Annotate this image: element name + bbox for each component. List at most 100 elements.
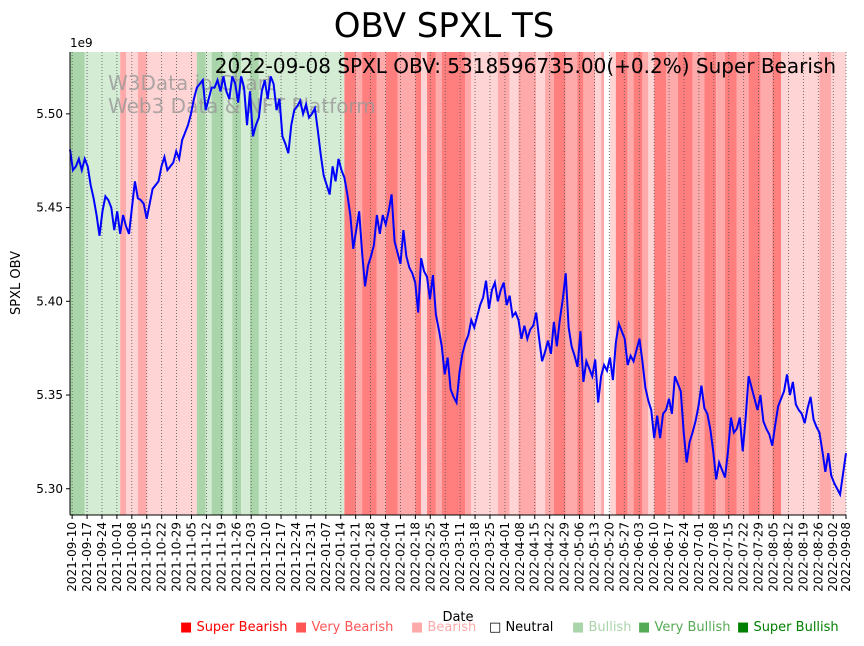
x-tick-label: 2022-03-11 [453,522,467,592]
x-tick-label: 2022-06-10 [647,522,661,592]
x-tick-label: 2021-12-24 [289,522,303,592]
sentiment-band-bullish [84,52,121,515]
y-tick-label: 5.45 [36,201,63,215]
x-tick-label: 2022-06-17 [662,522,676,592]
sentiment-band-super-bearish [385,52,398,515]
sentiment-band-bullish [241,52,250,515]
sentiment-band-super-bearish [772,52,782,515]
legend-very-bullish-label: Very Bullish [654,620,731,635]
x-tick-label: 2022-02-11 [393,522,407,592]
legend-bearish-label: Bearish [427,620,477,635]
x-tick-label: 2022-02-04 [379,522,393,592]
sentiment-band-bullish [258,52,268,515]
sentiment-band-bearish [421,52,428,515]
x-tick-label: 2022-09-02 [826,522,840,592]
y-tick-label: 5.50 [36,107,63,121]
x-tick-label: 2021-10-29 [170,522,184,592]
x-tick-label: 2021-10-22 [155,522,169,592]
legend-super-bearish-marker: ■ [180,620,193,635]
sentiment-band-very-bearish [376,52,386,515]
y-axis-label: SPXL OBV [9,251,24,315]
sentiment-band-very-bearish [601,52,605,515]
sentiment-band-super-bearish [441,52,466,515]
y-tick-label: 5.40 [36,294,63,308]
legend-bullish: ■ Bullish [572,620,631,635]
sentiment-band-very-bullish [211,52,224,515]
legend-very-bearish: ■ Very Bearish [295,620,393,635]
sentiment-band-super-bearish [704,52,717,515]
x-tick-label: 2022-07-08 [707,522,721,592]
x-tick-label: 2022-07-15 [722,522,736,592]
y-ticks: 5.30 5.35 5.40 5.45 5.50 [36,107,70,496]
legend-very-bullish-marker: ■ [638,620,651,635]
sentiment-band-very-bearish [716,52,726,515]
x-tick-label: 2022-04-22 [543,522,557,592]
x-ticks: 2021-09-10 2021-09-17 2021-09-24 2021-10-01… [65,515,853,592]
x-tick-label: 2022-01-07 [319,522,333,592]
sentiment-band-very-bearish [565,52,578,515]
sentiment-band-very-bearish [465,52,472,515]
sentiment-band-bearish [536,52,546,515]
x-tick-label: 2022-03-25 [483,522,497,592]
sentiment-band-super-bearish [615,52,628,515]
x-tick-label: 2022-03-18 [468,522,482,592]
watermark-line-2: Web3 Data & NFT Platform [108,94,376,118]
legend: ■ Super Bearish ■ Very Bearish ■ Bearish… [0,620,864,640]
x-tick-label: 2021-10-08 [125,522,139,592]
sentiment-band-very-bullish [232,52,242,515]
x-tick-label: 2022-05-20 [602,522,616,592]
sentiment-band-neutral [604,52,610,515]
sentiment-band-very-bearish [518,52,537,515]
legend-very-bullish: ■ Very Bullish [638,620,731,635]
x-tick-label: 2022-04-01 [498,522,512,592]
x-tick-label: 2021-09-24 [95,522,109,592]
chart-title: OBV SPXL TS [334,6,555,46]
sentiment-band-very-bearish [736,52,749,515]
x-tick-label: 2022-09-08 [839,522,853,592]
sentiment-band-very-bearish [666,52,678,515]
sentiment-band-super-bearish [344,52,357,515]
legend-super-bearish: ■ Super Bearish [180,620,288,635]
x-tick-label: 2022-01-21 [349,522,363,592]
x-tick-label: 2021-11-05 [185,522,199,592]
sentiment-band-very-bearish [397,52,416,515]
x-tick-label: 2022-08-26 [811,522,825,592]
legend-very-bearish-label: Very Bearish [311,620,394,635]
sentiment-band-super-bearish [362,52,377,515]
sentiment-band-very-bearish [642,52,649,515]
x-tick-label: 2021-10-01 [110,522,124,592]
x-tick-label: 2022-07-29 [752,522,766,592]
sentiment-band-very-bearish [692,52,705,515]
legend-super-bearish-label: Super Bearish [196,620,288,635]
legend-neutral-marker: □ [489,620,502,635]
sentiment-band-super-bearish [725,52,737,515]
sentiment-band-very-bearish [583,52,596,515]
sentiment-band-bullish [205,52,212,515]
sentiment-band-bearish [595,52,602,515]
sentiment-band-super-bearish [654,52,667,515]
legend-super-bullish-label: Super Bullish [753,620,839,635]
x-tick-label: 2021-11-12 [199,522,213,592]
x-tick-label: 2022-01-14 [334,522,348,592]
sentiment-band-bullish [223,52,233,515]
x-tick-label: 2022-08-12 [781,522,795,592]
legend-neutral: □ Neutral [489,620,553,635]
legend-bearish-marker: ■ [411,620,424,635]
sentiment-band-very-bearish [356,52,363,515]
sentiment-band-very-bearish [435,52,442,515]
sentiment-band-bullish [267,52,345,515]
sentiment-band-very-bearish [760,52,773,515]
legend-bearish: ■ Bearish [411,620,476,635]
sentiment-band-very-bullish [249,52,259,515]
y-tick-label: 5.30 [36,482,63,496]
sentiment-band-bearish [146,52,197,515]
sentiment-band-very-bullish [196,52,206,515]
y-tick-label: 5.35 [36,388,63,402]
x-tick-label: 2022-05-27 [617,522,631,592]
x-tick-label: 2021-11-19 [214,522,228,592]
obv-series-line [69,76,847,498]
x-tick-label: 2022-06-03 [632,522,646,592]
legend-super-bullish-marker: ■ [737,620,750,635]
sentiment-band-super-bearish [633,52,643,515]
x-tick-label: 2021-12-31 [304,522,318,592]
